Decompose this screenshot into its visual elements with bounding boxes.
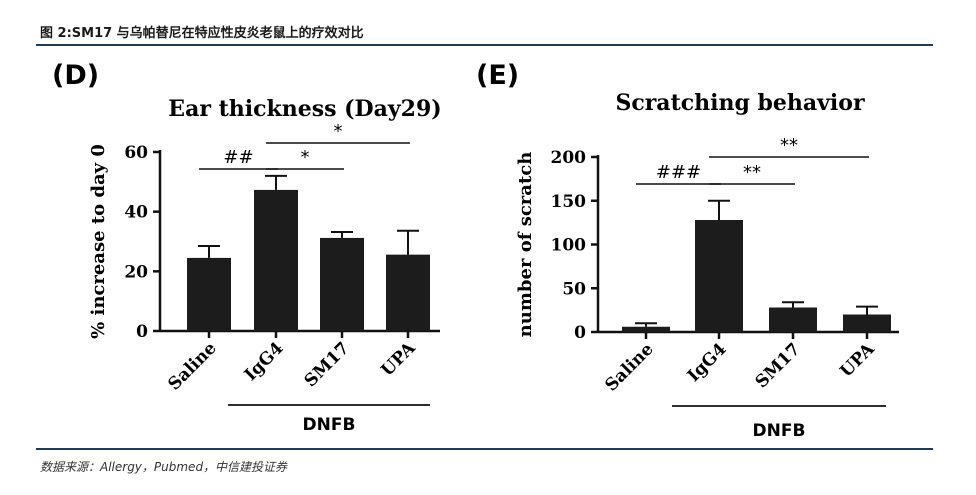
panel2-y-tick-label: 200: [551, 148, 587, 168]
panel2-y-tick-label: 150: [551, 192, 587, 212]
panel2-y-tick-label: 100: [551, 236, 587, 256]
figure-caption: 图 2:SM17 与乌帕替尼在特应性皮炎老鼠上的疗效对比: [40, 26, 364, 41]
panel2-x-tick-label: IgG4: [684, 339, 731, 386]
panel1-bar: [187, 257, 231, 331]
panel1-x-tick-label: SM17: [301, 338, 354, 391]
panel2-bar: [695, 220, 743, 332]
panel1-y-axis-label: % increase to day 0: [88, 144, 109, 339]
panel1-group-label: DNFB: [303, 415, 356, 435]
panel2-chart-title: Scratching behavior: [615, 90, 865, 116]
panel1-y-tick-label: 60: [124, 143, 148, 163]
source-note: 数据来源：Allergy，Pubmed，中信建投证券: [40, 460, 288, 474]
panel2-significance-label: **: [743, 162, 761, 183]
panel2-significance-label: **: [780, 135, 798, 156]
panel1-chart-title: Ear thickness (Day29): [168, 96, 441, 122]
panel2-significance-label: ###: [656, 162, 701, 183]
panel2-y-axis-label: number of scratch: [515, 152, 536, 338]
panel2-bar: [769, 307, 817, 332]
panel2-x-tick-label: Saline: [601, 339, 657, 395]
panel2-group-label: DNFB: [753, 421, 806, 441]
panel1-significance-label: *: [301, 147, 310, 168]
panel1-x-tick-label: Saline: [164, 338, 220, 394]
panel1-significance-label: *: [334, 121, 343, 142]
panel1-y-tick-label: 40: [124, 203, 148, 223]
panel1-bar: [320, 237, 364, 331]
panel2-y-tick-label: 50: [562, 279, 586, 299]
panel2-x-tick-label: UPA: [836, 339, 879, 382]
panel1-bar: [386, 254, 430, 331]
panel2-y-tick-label: 0: [574, 323, 586, 343]
chart-canvas: (D) Ear thickness (Day29) 0 20 40 60 % increas…: [52, 60, 899, 441]
bottom-divider: [36, 448, 933, 450]
panel1-x-tick-label: IgG4: [241, 338, 288, 385]
panel2-panel-letter: (E): [476, 60, 519, 91]
panel1-y-tick-label: 20: [124, 262, 148, 282]
panel2-x-tick-label: SM17: [752, 339, 805, 392]
panel1-significance-label: ##: [223, 147, 253, 168]
panel1-x-tick-label: UPA: [377, 338, 420, 381]
panel2-bar: [843, 314, 891, 332]
top-divider: [36, 44, 933, 46]
panel1-y-tick-label: 0: [136, 322, 148, 342]
panel1-bar: [254, 189, 298, 331]
panel2-bar: [622, 326, 670, 332]
panel1-panel-letter: (D): [52, 60, 99, 91]
